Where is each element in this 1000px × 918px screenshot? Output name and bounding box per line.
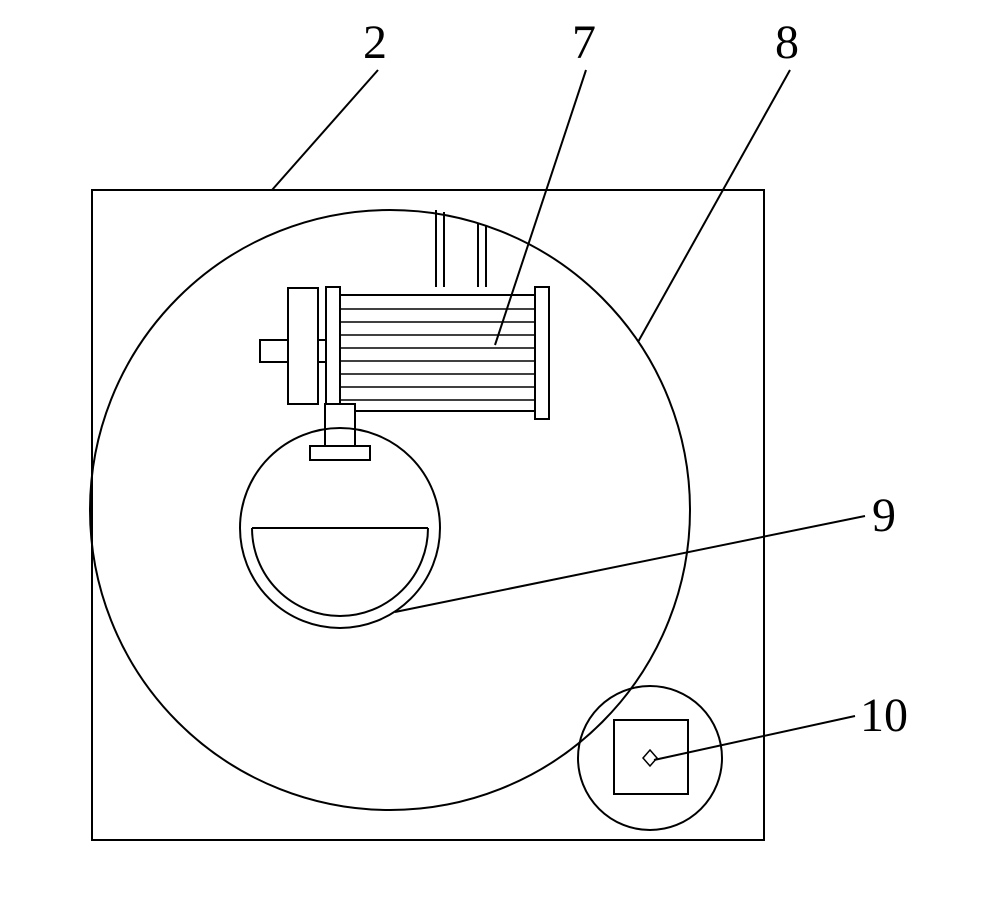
callout-label-10: 10 <box>860 688 908 743</box>
shaft-plate <box>288 288 318 404</box>
callout-label-7: 7 <box>572 15 596 70</box>
callout-line-10 <box>654 716 855 760</box>
callout-line-2 <box>272 70 378 190</box>
callout-line-9 <box>395 516 865 612</box>
callout-line-8 <box>638 70 790 342</box>
cup-bottom-outer <box>240 528 440 628</box>
center-mark <box>643 750 657 766</box>
cup-flange <box>310 446 370 460</box>
shaft-horizontal-2 <box>318 340 326 362</box>
shaft-vertical <box>325 404 355 446</box>
diagram-svg <box>0 0 1000 913</box>
motor-back-plate <box>535 287 549 419</box>
cup-bottom-inner <box>252 528 428 616</box>
small-circle <box>578 686 722 830</box>
callout-label-9: 9 <box>872 488 896 543</box>
callout-label-2: 2 <box>363 15 387 70</box>
technical-diagram: 2 7 8 9 10 <box>0 0 1000 913</box>
callout-label-8: 8 <box>775 15 799 70</box>
small-square <box>614 720 688 794</box>
shaft-horizontal <box>260 340 288 362</box>
outer-frame <box>92 190 764 840</box>
motor-front-plate <box>326 287 340 419</box>
